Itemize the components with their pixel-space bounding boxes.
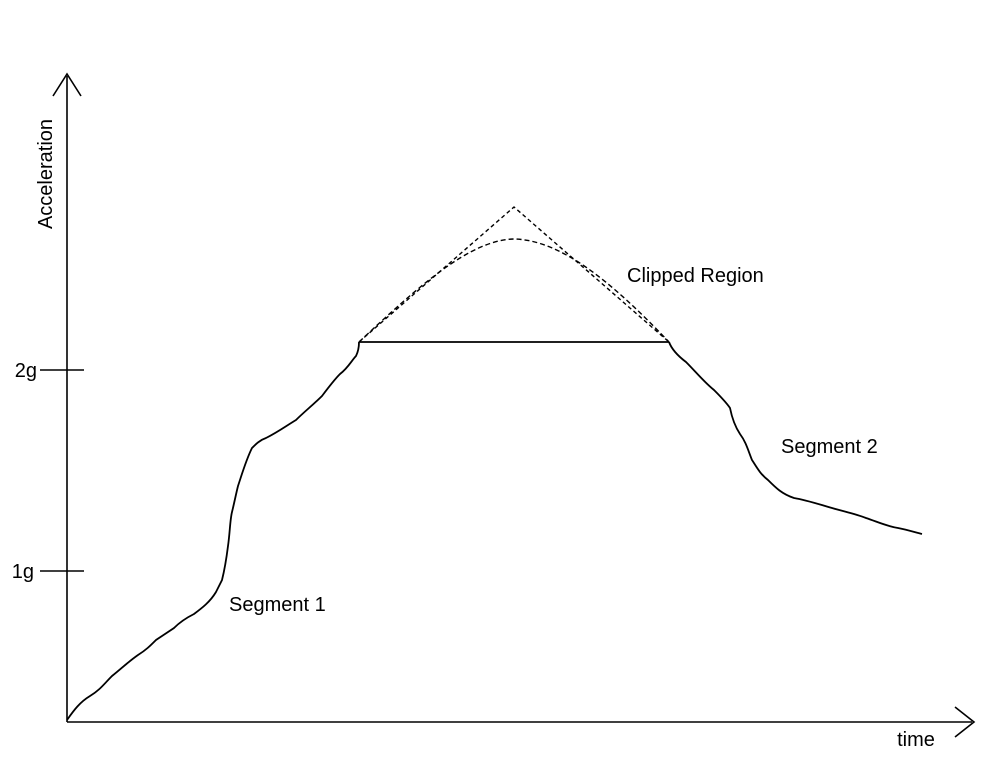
segment-1-curve [67, 342, 359, 720]
segment-1-label: Segment 1 [229, 594, 326, 616]
extrapolated-peak-triangle [359, 207, 669, 342]
estimated-peak-curve [359, 239, 669, 342]
clipped-region-label: Clipped Region [627, 265, 764, 287]
tick-label-2g: 2g [15, 360, 37, 382]
tick-label-1g: 1g [12, 561, 34, 583]
y-axis-title: Acceleration [35, 119, 57, 229]
x-axis-title: time [897, 729, 935, 751]
segment-2-label: Segment 2 [781, 436, 878, 458]
